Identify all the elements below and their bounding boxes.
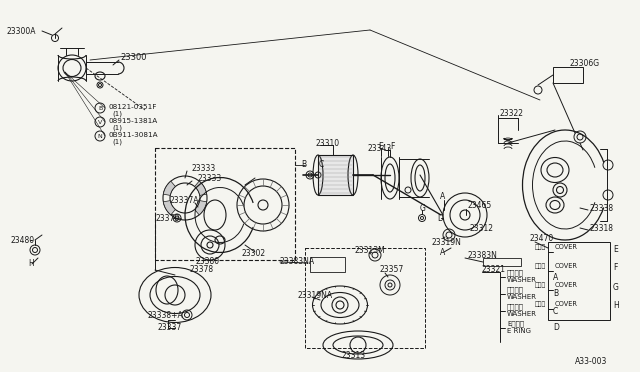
Text: Eリング: Eリング xyxy=(507,321,524,327)
Wedge shape xyxy=(163,201,175,215)
Text: 23318: 23318 xyxy=(590,224,614,232)
Text: 23465: 23465 xyxy=(468,201,492,209)
Text: カバー: カバー xyxy=(535,282,546,288)
Bar xyxy=(553,67,583,83)
Text: 23380: 23380 xyxy=(196,257,220,266)
Text: D: D xyxy=(553,324,559,333)
Text: 23480: 23480 xyxy=(10,235,34,244)
Text: B: B xyxy=(301,160,307,169)
Text: C: C xyxy=(318,160,324,169)
Text: 23383NA: 23383NA xyxy=(280,257,315,266)
Text: COVER: COVER xyxy=(555,282,578,288)
Text: 23343: 23343 xyxy=(368,144,392,153)
Text: A33-003: A33-003 xyxy=(575,357,607,366)
Wedge shape xyxy=(195,201,207,215)
Text: D: D xyxy=(437,214,443,222)
Text: 23319N: 23319N xyxy=(432,237,462,247)
Text: 23379-: 23379- xyxy=(155,214,182,222)
Text: 23383N: 23383N xyxy=(468,251,498,260)
Text: G: G xyxy=(613,282,619,292)
Text: 23338+A: 23338+A xyxy=(148,311,184,321)
Text: 23312: 23312 xyxy=(470,224,494,232)
Text: 23337A: 23337A xyxy=(170,196,200,205)
Bar xyxy=(483,258,521,266)
Text: 23321: 23321 xyxy=(482,266,506,275)
Text: WASHER: WASHER xyxy=(507,311,537,317)
Text: カバー: カバー xyxy=(535,301,546,307)
Text: カバー: カバー xyxy=(535,263,546,269)
Bar xyxy=(318,155,353,195)
Text: 23333: 23333 xyxy=(192,164,216,173)
Text: 23300: 23300 xyxy=(120,52,147,61)
Text: B: B xyxy=(98,106,102,110)
Text: 23319NA: 23319NA xyxy=(298,291,333,299)
Text: H: H xyxy=(613,301,619,311)
Bar xyxy=(155,148,295,260)
Text: 23338: 23338 xyxy=(590,203,614,212)
Text: ワッシャ: ワッシャ xyxy=(507,270,524,276)
Text: E: E xyxy=(613,244,618,253)
Text: 23333: 23333 xyxy=(197,173,221,183)
Wedge shape xyxy=(163,181,175,195)
Text: COVER: COVER xyxy=(555,301,578,307)
Text: 23302: 23302 xyxy=(241,248,265,257)
Text: 23310: 23310 xyxy=(316,138,340,148)
Bar xyxy=(305,248,425,348)
Text: カバー: カバー xyxy=(535,244,546,250)
Text: COVER: COVER xyxy=(555,244,578,250)
Text: ワッシャ: ワッシャ xyxy=(507,287,524,293)
Text: ワッシャ: ワッシャ xyxy=(507,304,524,310)
Text: A: A xyxy=(553,273,558,282)
Bar xyxy=(548,242,610,320)
Text: WASHER: WASHER xyxy=(507,277,537,283)
Text: V: V xyxy=(98,119,102,125)
Text: 0B911-3081A: 0B911-3081A xyxy=(108,132,157,138)
Text: (1): (1) xyxy=(112,111,122,117)
Text: G: G xyxy=(420,203,426,212)
Text: 23357: 23357 xyxy=(380,266,404,275)
Text: H: H xyxy=(28,260,34,269)
Text: COVER: COVER xyxy=(555,263,578,269)
Text: E: E xyxy=(378,141,383,151)
Text: 23300A: 23300A xyxy=(6,26,35,35)
Text: 23306G: 23306G xyxy=(570,58,600,67)
Text: B: B xyxy=(553,289,558,298)
Text: F: F xyxy=(613,263,618,273)
Text: 08915-1381A: 08915-1381A xyxy=(108,118,157,124)
Text: 23313: 23313 xyxy=(342,352,366,360)
Text: 08121-0351F: 08121-0351F xyxy=(108,104,156,110)
Text: 23313M: 23313M xyxy=(355,246,386,254)
Text: 23378: 23378 xyxy=(190,266,214,275)
Wedge shape xyxy=(195,181,207,195)
Text: N: N xyxy=(98,134,102,138)
Text: A: A xyxy=(440,247,445,257)
Bar xyxy=(310,257,345,272)
Text: (1): (1) xyxy=(112,125,122,131)
Text: A: A xyxy=(440,192,445,201)
Text: WASHER: WASHER xyxy=(507,294,537,300)
Text: 23337: 23337 xyxy=(158,324,182,333)
Text: 23470: 23470 xyxy=(530,234,554,243)
Text: F: F xyxy=(390,141,394,151)
Text: E RING: E RING xyxy=(507,328,531,334)
Text: 23322: 23322 xyxy=(500,109,524,118)
Text: (1): (1) xyxy=(112,139,122,145)
Text: C: C xyxy=(553,307,558,315)
